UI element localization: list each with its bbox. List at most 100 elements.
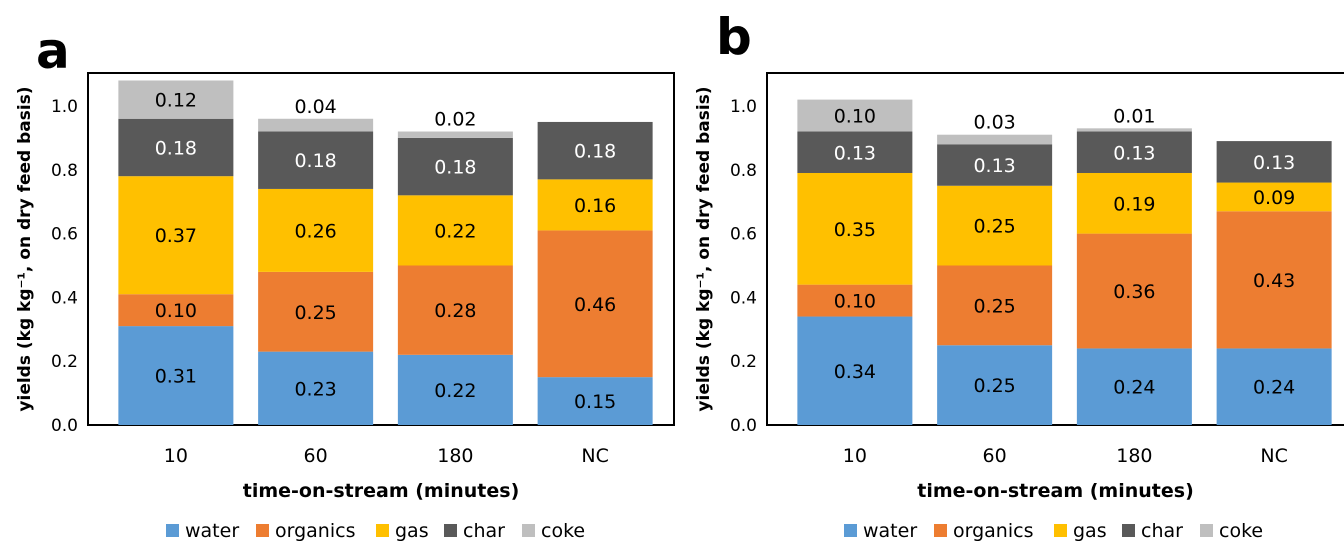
panel-a-bar-coke-10 (118, 80, 234, 119)
panel-a-bar-organics-10 (118, 294, 234, 327)
panel-b-bar-water-10 (797, 316, 913, 425)
panel-b-bar-organics-NC (1216, 211, 1332, 349)
panel-a-data-label-char-180: 0.18 (434, 157, 476, 179)
panel-b-y-tick-label: 0.8 (730, 161, 757, 181)
panel-b-x-axis-title: time-on-stream (minutes) (917, 480, 1194, 502)
panel-b-data-label-water-180: 0.24 (1113, 377, 1155, 399)
panel-b-legend-swatch-coke (1200, 524, 1213, 537)
panel-a-data-label-organics-NC: 0.46 (574, 294, 616, 316)
panel-a-bar-organics-NC (537, 230, 653, 378)
panel-a-data-label-water-180: 0.22 (434, 380, 476, 402)
panel-b-legend-label-gas: gas (1073, 520, 1107, 542)
panel-b-bar-organics-10 (797, 284, 913, 317)
panel-a-data-label-coke-60: 0.04 (294, 96, 336, 118)
panel-a-legend-swatch-coke (522, 524, 535, 537)
panel-b-y-tick-label: 0.6 (730, 225, 757, 245)
panel-b-y-axis-title: yields (kg kg⁻¹, on dry feed basis) (694, 86, 714, 411)
panel-a-data-label-coke-10: 0.12 (155, 90, 197, 112)
panel-b-data-label-char-NC: 0.13 (1253, 152, 1295, 174)
panel-b-bar-gas-10 (797, 172, 913, 285)
panel-b-y-tick-label: 0.2 (730, 352, 757, 372)
panel-a-data-label-water-10: 0.31 (155, 366, 197, 388)
panel-b-x-tick-label: NC (1260, 445, 1287, 467)
panel-a-bar-gas-180 (397, 195, 513, 266)
panel-b-data-label-water-NC: 0.24 (1253, 377, 1295, 399)
panel-a-bar-char-60 (258, 131, 374, 189)
panel-a-y-axis-title: yields (kg kg⁻¹, on dry feed basis) (15, 86, 35, 411)
panel-b-data-label-char-10: 0.13 (834, 142, 876, 164)
panel-b-y-tick-label: 1.0 (730, 97, 757, 117)
panel-a-bar-organics-60 (258, 271, 374, 352)
panel-a-y-tick-label: 0.6 (51, 225, 78, 245)
panel-a-bar-gas-NC (537, 179, 653, 231)
panel-b-bar-coke-10 (797, 99, 913, 132)
panel-a-y-tick-label: 0.0 (51, 416, 78, 436)
panel-b-legend-label-char: char (1141, 520, 1183, 542)
panel-a-data-label-water-NC: 0.15 (574, 391, 616, 413)
panel-b-legend-swatch-organics (934, 524, 947, 537)
panel-a-bar-water-180 (397, 354, 513, 425)
panel-a-data-label-organics-180: 0.28 (434, 300, 476, 322)
panel-a-data-label-gas-10: 0.37 (155, 225, 197, 247)
panel-b-bar-gas-NC (1216, 182, 1332, 212)
panel-a-bar-water-NC (537, 377, 653, 425)
panel-a-data-label-gas-60: 0.26 (294, 220, 336, 242)
panel-a-y-tick-label: 1.0 (51, 97, 78, 117)
panel-b-bar-organics-60 (937, 265, 1053, 346)
panel-a-legend-swatch-organics (256, 524, 269, 537)
panel-b-data-label-gas-60: 0.25 (973, 216, 1015, 238)
panel-a-data-label-water-60: 0.23 (294, 378, 336, 400)
panel-b-data-label-coke-180: 0.01 (1113, 105, 1155, 127)
panel-a-data-label-gas-NC: 0.16 (574, 195, 616, 217)
panel-b-legend-swatch-gas (1054, 524, 1067, 537)
panel-a-data-label-organics-60: 0.25 (294, 302, 336, 324)
panel-b-data-label-organics-60: 0.25 (973, 295, 1015, 317)
panel-b-data-label-organics-10: 0.10 (834, 291, 876, 313)
panel-label-b: b (716, 8, 752, 66)
panel-a-bar-coke-180 (397, 131, 513, 138)
panel-a-data-label-gas-180: 0.22 (434, 220, 476, 242)
panel-b-legend-label-coke: coke (1219, 520, 1263, 542)
panel-b-data-label-char-60: 0.13 (973, 155, 1015, 177)
panel-a-bar-water-10 (118, 326, 234, 425)
panel-a-legend-label-water: water (185, 520, 239, 542)
panel-b-bar-water-NC (1216, 348, 1332, 425)
panel-label-a: a (36, 22, 70, 80)
panel-b-y-tick-label: 0.4 (730, 288, 757, 308)
panel-a-bar-water-60 (258, 351, 374, 425)
panel-b-x-tick-label: 180 (1116, 445, 1152, 467)
panel-a-y-tick-label: 0.4 (51, 288, 78, 308)
panel-b-data-label-char-180: 0.13 (1113, 142, 1155, 164)
panel-a-legend-label-coke: coke (541, 520, 585, 542)
panel-b-data-label-coke-60: 0.03 (973, 112, 1015, 134)
panel-a-data-label-char-NC: 0.18 (574, 141, 616, 163)
panel-b-data-label-organics-NC: 0.43 (1253, 270, 1295, 292)
panel-b-legend-swatch-water (844, 524, 857, 537)
panel-b-bar-char-NC (1216, 141, 1332, 183)
panel-b-data-label-water-10: 0.34 (834, 361, 876, 383)
panel-a-data-label-coke-180: 0.02 (434, 109, 476, 131)
panel-a-plot-frame (87, 72, 675, 426)
panel-b-x-tick-label: 10 (843, 445, 867, 467)
panel-b-data-label-organics-180: 0.36 (1113, 281, 1155, 303)
panel-a-y-tick-label: 0.2 (51, 352, 78, 372)
panel-b-data-label-gas-NC: 0.09 (1253, 187, 1295, 209)
panel-b-bar-water-60 (937, 345, 1053, 425)
panel-b-bar-water-180 (1076, 348, 1192, 425)
panel-b-plot-frame (766, 72, 1344, 426)
panel-a-bar-coke-60 (258, 118, 374, 132)
panel-b-bar-gas-60 (937, 185, 1053, 266)
panel-b-bar-organics-180 (1076, 233, 1192, 349)
panel-b-bar-coke-180 (1076, 128, 1192, 132)
panel-a-bar-char-180 (397, 137, 513, 196)
panel-b-data-label-coke-10: 0.10 (834, 106, 876, 128)
panel-a-x-axis-title: time-on-stream (minutes) (243, 480, 520, 502)
panel-b-legend-label-organics: organics (953, 520, 1033, 542)
panel-a-legend-swatch-char (444, 524, 457, 537)
panel-b-y-tick-label: 0.0 (730, 416, 757, 436)
panel-a-x-tick-label: 60 (304, 445, 328, 467)
panel-a-legend-swatch-gas (376, 524, 389, 537)
panel-a-bar-gas-60 (258, 188, 374, 272)
panel-b-x-tick-label: 60 (983, 445, 1007, 467)
